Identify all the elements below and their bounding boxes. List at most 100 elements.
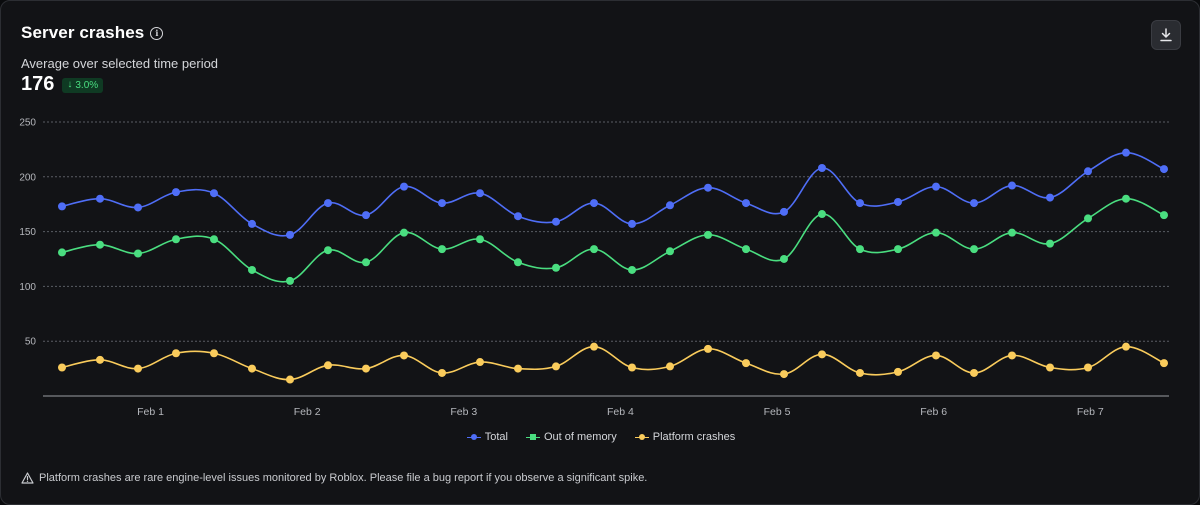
legend-item[interactable]: Out of memory: [525, 431, 617, 443]
data-point-total: [628, 219, 636, 228]
series-line-out-of-memory: [61, 197, 1165, 283]
data-point-out-of-memory: [438, 245, 446, 254]
data-point-platform-crashes: [96, 355, 104, 364]
data-point-out-of-memory: [324, 246, 332, 255]
data-point-out-of-memory: [932, 228, 940, 237]
data-point-out-of-memory: [286, 276, 294, 285]
data-point-platform-crashes: [514, 364, 522, 373]
y-tick-label: 50: [25, 337, 37, 348]
legend-item[interactable]: Total: [466, 431, 508, 443]
legend-label: Platform crashes: [652, 431, 736, 443]
data-point-out-of-memory: [210, 235, 218, 244]
kpi-change-value: 3.0%: [75, 79, 99, 91]
data-point-platform-crashes: [134, 364, 142, 373]
data-point-total: [438, 199, 446, 208]
legend-swatch: [466, 433, 481, 441]
data-point-platform-crashes: [248, 364, 256, 373]
x-tick-label: Feb 5: [764, 406, 791, 418]
data-point-total: [970, 199, 978, 208]
data-point-out-of-memory: [552, 263, 560, 272]
data-point-out-of-memory: [894, 245, 902, 254]
data-point-out-of-memory: [666, 247, 674, 256]
data-point-platform-crashes: [58, 363, 66, 372]
data-point-total: [742, 199, 750, 208]
data-point-out-of-memory: [248, 265, 256, 274]
legend-swatch: [634, 433, 649, 441]
data-point-out-of-memory: [476, 235, 484, 244]
data-point-out-of-memory: [818, 210, 826, 219]
legend-label: Total: [484, 431, 508, 443]
data-point-out-of-memory: [362, 258, 370, 267]
data-point-out-of-memory: [1160, 211, 1168, 220]
download-button[interactable]: [1151, 20, 1181, 50]
x-tick-label: Feb 1: [137, 406, 164, 418]
warning-icon: [21, 472, 34, 484]
data-point-platform-crashes: [172, 349, 180, 358]
data-point-out-of-memory: [704, 230, 712, 239]
data-point-platform-crashes: [970, 368, 978, 377]
data-point-out-of-memory: [780, 254, 788, 263]
data-point-out-of-memory: [58, 248, 66, 257]
y-tick-label: 250: [19, 117, 36, 128]
data-point-total: [96, 194, 104, 203]
data-point-platform-crashes: [1008, 351, 1016, 360]
data-point-total: [286, 230, 294, 239]
data-point-total: [780, 207, 788, 216]
data-point-total: [894, 197, 902, 206]
data-point-platform-crashes: [1084, 363, 1092, 372]
legend-label: Out of memory: [543, 431, 617, 443]
footnote: Platform crashes are rare engine-level i…: [21, 472, 647, 484]
kpi-row: 176 ↓ 3.0%: [21, 73, 104, 96]
download-icon: [1160, 28, 1172, 42]
data-point-platform-crashes: [704, 344, 712, 353]
data-point-total: [514, 212, 522, 221]
data-point-platform-crashes: [742, 359, 750, 368]
legend-item[interactable]: Platform crashes: [634, 431, 736, 443]
data-point-platform-crashes: [1122, 342, 1130, 351]
chart-subtitle: Average over selected time period: [21, 56, 219, 71]
data-point-out-of-memory: [1084, 214, 1092, 223]
data-point-total: [362, 211, 370, 220]
y-tick-label: 200: [19, 172, 36, 183]
x-tick-label: Feb 3: [450, 406, 477, 418]
data-point-platform-crashes: [286, 375, 294, 384]
data-point-platform-crashes: [932, 351, 940, 360]
data-point-total: [172, 188, 180, 197]
data-point-out-of-memory: [1046, 239, 1054, 248]
line-chart: 50 100 150 200 250 Feb 1 Feb 2 Feb 3 Feb 4 Feb 5 F…: [19, 117, 1169, 418]
data-point-total: [324, 199, 332, 208]
data-point-platform-crashes: [552, 362, 560, 371]
y-tick-label: 150: [19, 227, 36, 238]
series-line-platform-crashes: [61, 345, 1165, 381]
data-point-total: [1084, 167, 1092, 176]
data-point-platform-crashes: [856, 368, 864, 377]
legend-swatch: [525, 433, 540, 441]
chart-title: Server crashes: [21, 23, 145, 42]
data-point-out-of-memory: [514, 258, 522, 267]
data-point-total: [210, 189, 218, 198]
data-point-total: [476, 189, 484, 198]
data-point-platform-crashes: [210, 349, 218, 358]
data-point-platform-crashes: [438, 368, 446, 377]
data-point-platform-crashes: [666, 362, 674, 371]
y-tick-label: 100: [19, 282, 36, 293]
data-point-platform-crashes: [894, 367, 902, 376]
data-point-total: [666, 201, 674, 210]
data-point-out-of-memory: [856, 245, 864, 254]
data-point-total: [552, 217, 560, 226]
data-point-total: [818, 164, 826, 172]
data-point-total: [1008, 181, 1016, 190]
data-point-total: [400, 182, 408, 191]
data-point-out-of-memory: [970, 245, 978, 254]
data-point-total: [134, 203, 142, 212]
data-point-out-of-memory: [628, 265, 636, 274]
data-point-platform-crashes: [1160, 359, 1168, 368]
x-tick-label: Feb 4: [607, 406, 634, 418]
kpi-change-badge: ↓ 3.0%: [62, 77, 104, 93]
data-point-platform-crashes: [590, 342, 598, 351]
data-point-total: [248, 219, 256, 228]
data-point-total: [704, 183, 712, 192]
info-icon[interactable]: i: [150, 26, 164, 40]
data-point-platform-crashes: [780, 370, 788, 379]
